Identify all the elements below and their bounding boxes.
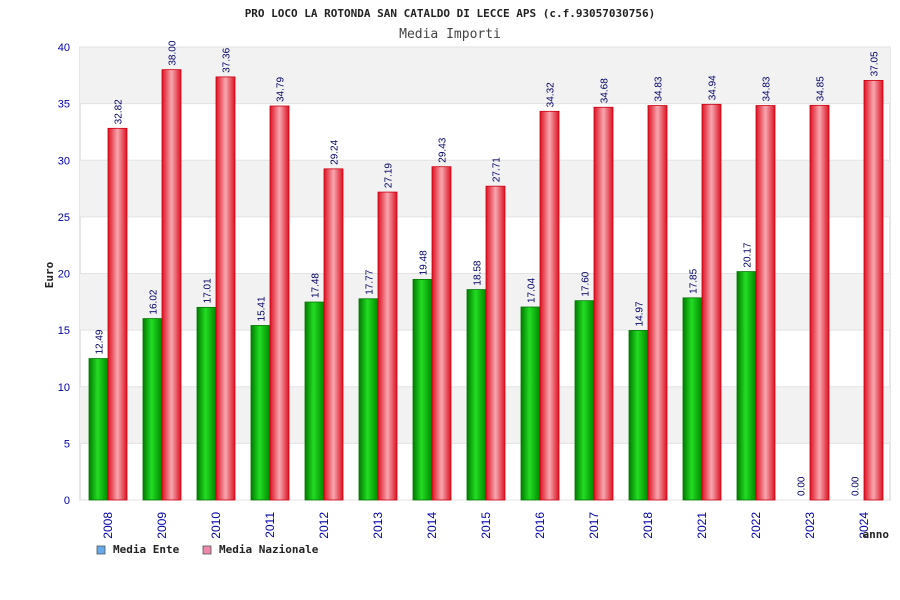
x-axis-ticks: 2008 2009 2010 2011 2012 2013 2014 2015 2016 2017… [101, 512, 871, 539]
x-tick-label: 2008 [101, 512, 115, 539]
value-labels: 12.49 32.82 16.02 38.00 17.01 37.36 15.41 34.79… [95, 40, 881, 496]
x-tick-label: 2024 [857, 512, 871, 539]
x-tick-label: 2010 [209, 512, 223, 539]
y-axis-ticks: 0 5 10 15 20 25 30 35 40 [58, 42, 70, 507]
data-label: 34.83 [762, 76, 773, 101]
bar-media-nazionale [377, 191, 398, 501]
y-tick-label: 25 [58, 212, 70, 224]
bar-media-nazionale [593, 106, 614, 501]
x-tick-label: 2018 [641, 512, 655, 539]
bar-media-nazionale [755, 105, 776, 501]
data-label: 17.60 [581, 271, 592, 296]
data-label: 32.82 [114, 99, 125, 124]
bar-media-nazionale [863, 80, 884, 501]
x-tick-label: 2017 [587, 512, 601, 539]
y-tick-label: 0 [64, 495, 70, 507]
data-label: 17.48 [311, 273, 322, 298]
data-label: 37.05 [870, 51, 881, 76]
data-label: 29.43 [438, 137, 449, 162]
x-tick-label: 2023 [803, 512, 817, 539]
bar-media-ente [358, 298, 379, 501]
y-tick-label: 5 [64, 438, 70, 450]
y-tick-label: 35 [58, 99, 70, 111]
x-tick-label: 2015 [479, 512, 493, 539]
x-tick-label: 2009 [155, 512, 169, 539]
bar-media-ente [412, 278, 433, 501]
grid-band [80, 47, 890, 104]
bar-media-nazionale [485, 185, 506, 501]
data-label: 18.58 [473, 260, 484, 285]
y-tick-label: 30 [58, 155, 70, 167]
data-label: 17.77 [365, 269, 376, 294]
bar-media-nazionale [701, 103, 722, 501]
bar-media-ente [142, 318, 163, 501]
legend-swatch [202, 545, 212, 555]
bar-media-ente [574, 300, 595, 501]
data-label: 17.04 [527, 278, 538, 303]
bar-media-ente [250, 325, 271, 501]
data-label: 34.94 [708, 75, 719, 100]
data-label: 15.41 [257, 296, 268, 321]
legend-label: Media Nazionale [219, 543, 319, 556]
grid-band [80, 160, 890, 217]
data-label: 27.71 [492, 157, 503, 182]
data-label: 0.00 [851, 476, 862, 496]
y-tick-label: 40 [58, 42, 70, 54]
data-label: 17.01 [203, 278, 214, 303]
y-tick-label: 15 [58, 325, 70, 337]
bar-media-ente [466, 289, 487, 501]
y-axis-label: Euro [43, 261, 56, 288]
data-label: 34.83 [654, 76, 665, 101]
data-label: 12.49 [95, 329, 106, 354]
data-label: 19.48 [419, 250, 430, 275]
bar-media-nazionale [647, 105, 668, 501]
bar-media-nazionale [323, 168, 344, 501]
data-label: 16.02 [149, 289, 160, 314]
bar-media-ente [304, 301, 325, 501]
bars [88, 69, 884, 501]
x-tick-label: 2022 [749, 512, 763, 539]
data-label: 37.36 [222, 47, 233, 72]
bar-media-ente [88, 358, 109, 501]
data-label: 29.24 [330, 139, 341, 164]
legend-label: Media Ente [113, 543, 180, 556]
bar-media-nazionale [107, 127, 128, 501]
bar-media-nazionale [431, 166, 452, 501]
bar-media-ente [682, 297, 703, 501]
bar-media-ente [196, 306, 217, 501]
y-tick-label: 10 [58, 382, 70, 394]
data-label: 14.97 [635, 301, 646, 326]
legend-swatch [96, 545, 106, 555]
data-label: 27.19 [384, 163, 395, 188]
bar-media-nazionale [161, 69, 182, 501]
bar-media-nazionale [269, 105, 290, 501]
data-label: 0.00 [797, 476, 808, 496]
x-tick-label: 2013 [371, 512, 385, 539]
data-label: 38.00 [168, 40, 179, 65]
bar-media-ente [520, 306, 541, 501]
y-tick-label: 20 [58, 269, 70, 281]
x-tick-label: 2011 [263, 512, 277, 538]
x-tick-label: 2012 [317, 512, 331, 539]
bar-media-nazionale [539, 110, 560, 501]
data-label: 20.17 [743, 242, 754, 267]
chart-title: PRO LOCO LA ROTONDA SAN CATALDO DI LECCE… [245, 7, 656, 20]
bar-media-nazionale [809, 104, 830, 501]
data-label: 34.32 [546, 82, 557, 107]
x-tick-label: 2014 [425, 512, 439, 539]
data-label: 34.79 [276, 77, 287, 102]
bar-media-nazionale [215, 76, 236, 501]
data-label: 17.85 [689, 268, 700, 293]
data-label: 34.85 [816, 76, 827, 101]
x-axis-label: anno [863, 528, 890, 541]
bar-media-ente [736, 271, 757, 501]
x-tick-label: 2016 [533, 512, 547, 539]
legend: Media Ente Media Nazionale [96, 543, 319, 556]
x-tick-label: 2021 [695, 512, 709, 539]
data-label: 34.68 [600, 78, 611, 103]
chart-subtitle: Media Importi [399, 27, 501, 42]
bar-media-ente [628, 330, 649, 501]
